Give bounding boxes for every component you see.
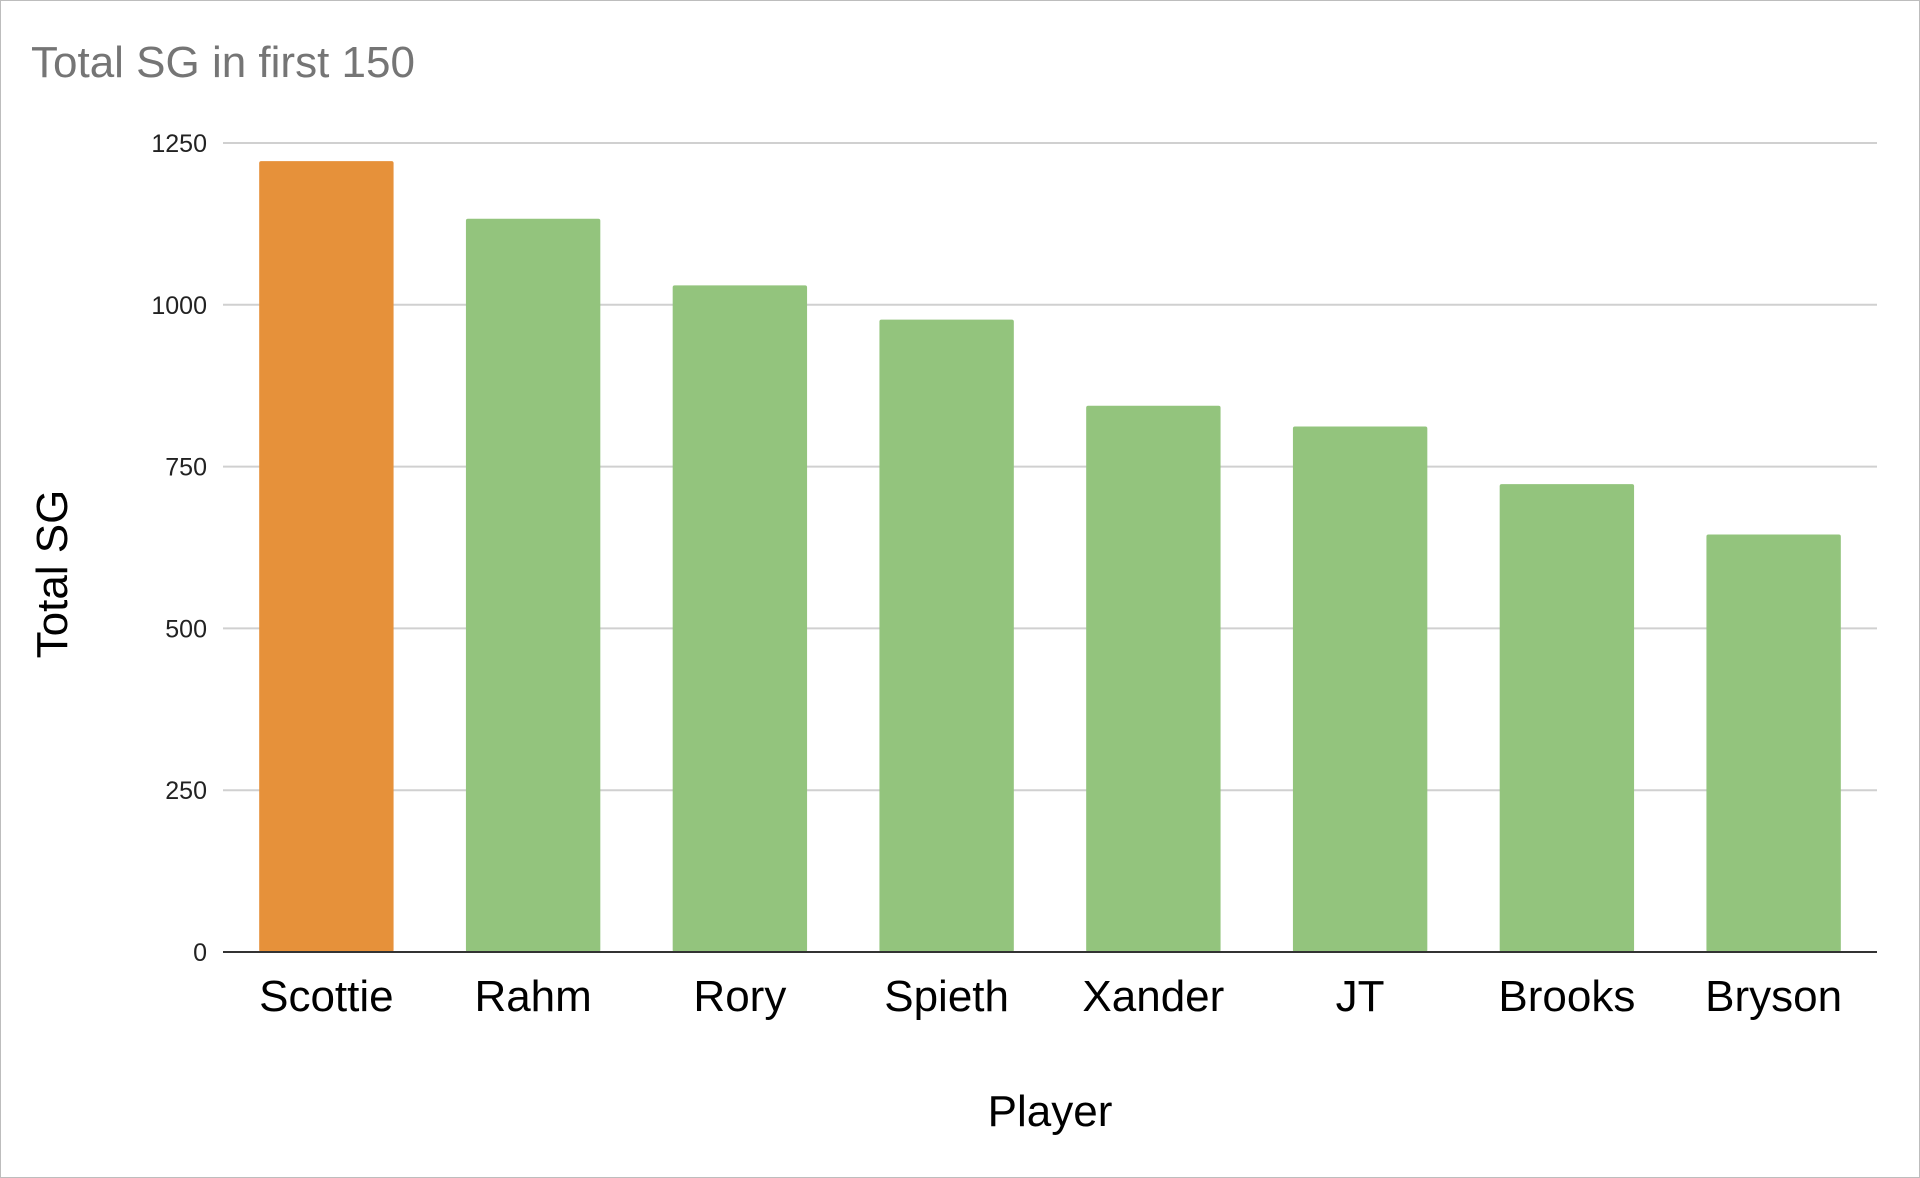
bar-xander — [1086, 405, 1221, 953]
x-tick-label: JT — [1336, 972, 1385, 1021]
bar-spieth — [879, 319, 1014, 952]
bar-bryson — [1706, 534, 1841, 952]
x-axis-ticks: Scottie Rahm Rory Spieth Xander JT Brooks Bryso… — [259, 972, 1842, 1021]
y-tick-label: 750 — [165, 454, 207, 482]
x-tick-label: Bryson — [1705, 972, 1842, 1021]
y-tick-label: 250 — [165, 777, 207, 805]
bar-rahm — [465, 218, 601, 952]
y-tick-label: 500 — [165, 615, 207, 643]
bar-rory — [672, 285, 808, 952]
x-tick-label: Brooks — [1498, 972, 1635, 1021]
bar-brooks — [1499, 484, 1635, 952]
x-axis-label: Player — [988, 1087, 1113, 1136]
bars — [223, 161, 1877, 953]
x-tick-label: Xander — [1082, 972, 1224, 1021]
x-tick-label: Rory — [693, 972, 786, 1021]
y-axis-ticks: 0 250 500 750 1000 1250 — [151, 130, 207, 967]
bar-jt — [1292, 426, 1428, 952]
y-tick-label: 0 — [193, 939, 207, 967]
chart-title: Total SG in first 150 — [31, 38, 415, 87]
y-tick-label: 1250 — [151, 130, 207, 158]
x-tick-label: Spieth — [884, 972, 1009, 1021]
bar-scottie — [259, 161, 394, 953]
y-tick-label: 1000 — [151, 292, 207, 320]
y-axis-label: Total SG — [28, 490, 77, 659]
x-tick-label: Rahm — [474, 972, 591, 1021]
x-tick-label: Scottie — [259, 972, 394, 1021]
